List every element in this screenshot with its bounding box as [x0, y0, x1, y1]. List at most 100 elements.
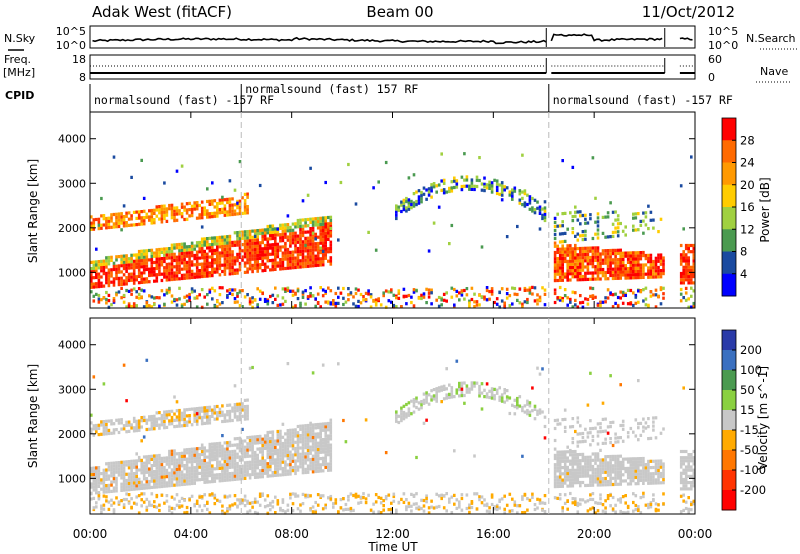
echo-cell — [258, 256, 262, 260]
echo-cell — [284, 229, 287, 233]
echo-cell — [221, 479, 224, 483]
echo-cell — [200, 305, 204, 309]
echo-cell — [647, 275, 650, 279]
echo-cell — [513, 503, 517, 507]
echo-cell — [679, 259, 683, 263]
echo-cell — [321, 469, 325, 473]
echo-cell — [594, 458, 597, 462]
echo-cell — [188, 498, 191, 502]
echo-cell — [112, 477, 116, 481]
echo-cell — [213, 493, 217, 497]
echo-cell — [576, 459, 580, 463]
echo-cell — [246, 460, 249, 465]
echo-cell — [208, 288, 212, 292]
echo-cell — [158, 247, 161, 252]
echo-cell — [281, 296, 285, 300]
echo-cell — [314, 463, 317, 467]
echo-cell — [390, 511, 393, 515]
echo-cell — [500, 393, 504, 397]
echo-cell — [107, 262, 111, 266]
echo-cell — [563, 288, 567, 292]
echo-cell — [256, 263, 259, 267]
echo-cell — [306, 439, 310, 443]
echo-cell — [422, 421, 426, 425]
echo-cell — [92, 375, 96, 379]
echo-cell — [248, 442, 252, 446]
echo-cell — [284, 454, 287, 458]
echo-cell — [637, 300, 640, 304]
echo-cell — [153, 221, 156, 225]
echo-cell — [173, 209, 176, 213]
echo-cell — [90, 430, 93, 434]
echo-cell — [97, 227, 101, 231]
echo-cell — [238, 414, 242, 419]
echo-cell — [135, 295, 138, 299]
echo-cell — [140, 439, 143, 443]
echo-cell — [609, 273, 612, 278]
echo-cell — [299, 221, 302, 225]
echo-cell — [561, 509, 564, 513]
echo-cell — [266, 443, 270, 447]
echo-cell — [258, 437, 262, 442]
echo-cell — [263, 297, 267, 302]
echo-cell — [198, 250, 201, 254]
echo-cell — [415, 203, 418, 207]
echo-cell — [236, 300, 239, 304]
echo-cell — [238, 464, 242, 468]
echo-cell — [417, 189, 421, 193]
echo-cell — [246, 467, 249, 471]
echo-cell — [248, 466, 252, 471]
echo-cell — [251, 448, 254, 452]
echo-cell — [289, 463, 292, 467]
echo-cell — [440, 385, 443, 389]
echo-cell — [198, 416, 201, 420]
echo-cell — [115, 489, 118, 493]
echo-cell — [135, 253, 138, 257]
echo-cell — [390, 300, 393, 304]
echo-cell — [324, 300, 327, 304]
echo-cell — [243, 439, 247, 443]
echo-cell — [311, 426, 315, 430]
echo-cell — [193, 481, 196, 485]
echo-cell — [609, 479, 612, 484]
echo-cell — [90, 469, 93, 474]
echo-cell — [208, 511, 212, 515]
echo-cell — [574, 468, 577, 472]
echo-cell — [251, 296, 254, 300]
echo-cell — [137, 428, 141, 432]
echo-cell — [190, 254, 194, 258]
echo-cell — [309, 217, 312, 221]
echo-cell — [581, 234, 585, 238]
echo-cell — [659, 272, 663, 276]
echo-cell — [102, 494, 106, 498]
echo-cell — [150, 457, 154, 461]
echo-cell — [100, 420, 103, 424]
echo-cell — [430, 398, 433, 402]
freq-trace — [90, 58, 696, 74]
echo-cell — [92, 227, 96, 231]
echo-cell — [188, 214, 191, 218]
echo-cell — [142, 418, 146, 423]
echo-cell — [125, 279, 128, 283]
echo-cell — [263, 446, 267, 450]
echo-cell — [115, 267, 118, 271]
echo-cell — [158, 260, 161, 264]
echo-cell — [183, 248, 186, 252]
echo-cell — [183, 479, 186, 483]
echo-cell — [405, 402, 408, 407]
echo-cell — [170, 277, 174, 282]
echo-cell — [120, 282, 123, 286]
echo-cell — [324, 431, 327, 435]
echo-cell — [211, 455, 214, 459]
echo-cell — [281, 441, 285, 446]
echo-cell — [576, 453, 580, 457]
echo-cell — [291, 234, 295, 239]
echo-cell — [493, 397, 496, 401]
echo-cell — [243, 498, 247, 502]
echo-cell — [599, 277, 602, 281]
echo-cell — [150, 424, 154, 428]
echo-cell — [558, 481, 562, 485]
echo-cell — [531, 409, 534, 413]
echo-cell — [263, 505, 267, 509]
echo-cell — [430, 499, 433, 503]
